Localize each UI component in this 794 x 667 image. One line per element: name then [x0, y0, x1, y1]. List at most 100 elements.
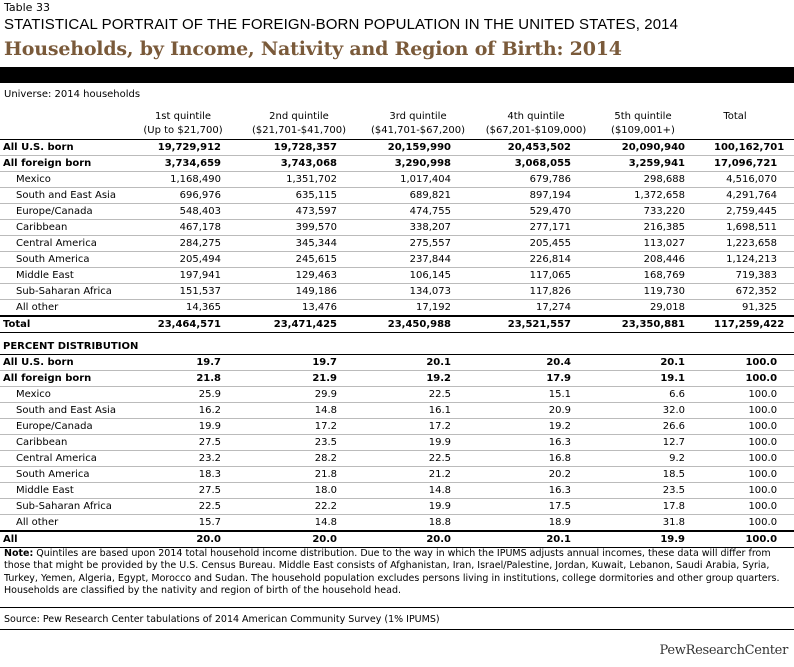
source-divider [0, 607, 794, 608]
cell-value: 19.9 [358, 434, 476, 451]
cell-value: 3,290,998 [358, 155, 476, 172]
cell-value: 20,090,940 [598, 139, 714, 156]
table-row: Central America 284,275 345,344 275,557 205,… [0, 235, 794, 252]
super-title: STATISTICAL PORTRAIT OF THE FOREIGN-BORN… [4, 16, 679, 33]
table-row: All U.S. born 19,729,912 19,728,357 20,159,… [0, 139, 794, 156]
cell-value: 635,115 [238, 187, 358, 204]
cell-value: 18.9 [548, 517, 571, 528]
cell-value: 216,385 [598, 219, 714, 236]
cell-value: 1,017,404 [358, 171, 476, 188]
table-row: Mexico 25.9 29.9 22.5 15.1 6.6 100.0 [0, 386, 794, 403]
cell-value: 3,743,068 [238, 155, 358, 172]
cell-value: 345,344 [238, 235, 358, 252]
row-label: Caribbean [0, 434, 130, 451]
cell-value: 719,383 [714, 267, 794, 284]
cell-value: 27.5 [130, 434, 238, 451]
note-label: Note: [4, 548, 34, 559]
cell-value: 28.2 [238, 450, 358, 467]
cell-value: 9.2 [598, 450, 714, 467]
cell-value: 14.8 [358, 482, 476, 499]
table-row: Europe/Canada 548,403 473,597 474,755 529,47… [0, 203, 794, 220]
cell-value: 151,537 [130, 283, 238, 300]
cell-value: 473,597 [238, 203, 358, 220]
cell-value: 16.3 [476, 482, 598, 499]
cell-value: 3,259,941 [598, 155, 714, 172]
cell-value: 20,159,990 [358, 139, 476, 156]
table-row: Caribbean 27.5 23.5 19.9 16.3 12.7 100.0 [0, 434, 794, 451]
cell-value: 134,073 [358, 283, 476, 300]
table-row: South and East Asia 16.2 14.8 16.1 20.9 32.0 1… [0, 402, 794, 419]
cell-value: 19.2 [476, 418, 598, 435]
table-row: All foreign born 21.8 21.9 19.2 17.9 19.1 100.… [0, 370, 794, 387]
cell-value: 19,728,357 [238, 139, 358, 156]
cell-value: 529,470 [476, 203, 598, 220]
cell-value: 100.0 [714, 418, 794, 435]
cell-value: 245,615 [238, 251, 358, 268]
table-row: Caribbean 467,178 399,570 338,207 277,171 216… [0, 219, 794, 236]
cell-value: 19.9 [358, 498, 476, 515]
cell-value: 21.8 [130, 370, 238, 387]
cell-value: 733,220 [598, 203, 714, 220]
row-label: South and East Asia [0, 187, 130, 204]
note-text: Quintiles are based upon 2014 total hous… [4, 548, 780, 597]
cell-value: 100,162,701 [714, 139, 794, 156]
table-row: South America 18.3 21.8 21.2 20.2 18.5 100.0 [0, 466, 794, 483]
col-header-total-range: Total [723, 111, 747, 122]
cell-value: 1,124,213 [714, 251, 794, 268]
cell-value: 113,027 [598, 235, 714, 252]
table-row: All other 14,365 13,476 17,192 17,274 29,018 9… [0, 300, 794, 317]
cell-value: 14.8 [314, 517, 337, 528]
table-row: South and East Asia 696,976 635,115 689,821… [0, 187, 794, 204]
cell-value: 548,403 [130, 203, 238, 220]
cell-value: 23.5 [238, 434, 358, 451]
cell-value: 29,018 [650, 302, 685, 313]
row-label: All other [16, 302, 59, 313]
cell-value: 17.5 [476, 498, 598, 515]
cell-value: 467,178 [130, 219, 238, 236]
col-header-1-range: (Up to $21,700) [143, 125, 223, 136]
cell-value: 338,207 [358, 219, 476, 236]
cell-value: 100.0 [714, 530, 794, 548]
col-header-4-range: ($67,201-$109,000) [485, 125, 587, 136]
row-label: All other [16, 517, 59, 528]
table-row: Total 23,464,571 23,471,425 23,450,988 23,52… [0, 315, 794, 333]
cell-value: 20.0 [358, 530, 476, 548]
cell-value: 13,476 [302, 302, 337, 313]
cell-value: 100.0 [714, 354, 794, 371]
cell-value: 897,194 [476, 187, 598, 204]
cell-value: 20.4 [476, 354, 598, 371]
row-label: Europe/Canada [0, 203, 130, 220]
row-label: Caribbean [0, 219, 130, 236]
pew-logo: PewResearchCenter [659, 643, 789, 658]
table-row: All 20.0 20.0 20.0 20.1 19.9 100.0 [0, 530, 794, 548]
table-row: Mexico 1,168,490 1,351,702 1,017,404 679,786… [0, 171, 794, 188]
cell-value: 20.1 [476, 530, 598, 548]
cell-value: 17.2 [238, 418, 358, 435]
cell-value: 23,450,988 [358, 315, 476, 333]
cell-value: 19.9 [130, 418, 238, 435]
cell-value: 20.0 [238, 530, 358, 548]
col-header-1-name: 1st quintile [154, 111, 212, 122]
col-header-4-name: 4th quintile [507, 111, 565, 122]
cell-value: 474,755 [358, 203, 476, 220]
table-row: Sub-Saharan Africa 22.5 22.2 19.9 17.5 17.8 10… [0, 498, 794, 515]
cell-value: 205,455 [476, 235, 598, 252]
cell-value: 100.0 [714, 402, 794, 419]
cell-value: 20.1 [598, 354, 714, 371]
cell-value: 14,365 [186, 302, 221, 313]
col-header-5-range: ($109,001+) [611, 125, 675, 136]
row-label: All U.S. born [0, 139, 130, 156]
cell-value: 205,494 [130, 251, 238, 268]
cell-value: 226,814 [476, 251, 598, 268]
col-header-2: 2nd quintile ($21,701-$41,700) [239, 110, 359, 138]
note: Note: Quintiles are based upon 2014 tota… [4, 548, 790, 598]
cell-value: 284,275 [130, 235, 238, 252]
cell-value: 15.7 [198, 517, 221, 528]
table-row: Sub-Saharan Africa 151,537 149,186 134,073 1… [0, 283, 794, 300]
cell-value: 15.1 [476, 386, 598, 403]
cell-value: 23,471,425 [238, 315, 358, 333]
cell-value: 679,786 [476, 171, 598, 188]
cell-value: 1,168,490 [130, 171, 238, 188]
table-row: Europe/Canada 19.9 17.2 17.2 19.2 26.6 100.0 [0, 418, 794, 435]
cell-value: 17,274 [536, 302, 571, 313]
